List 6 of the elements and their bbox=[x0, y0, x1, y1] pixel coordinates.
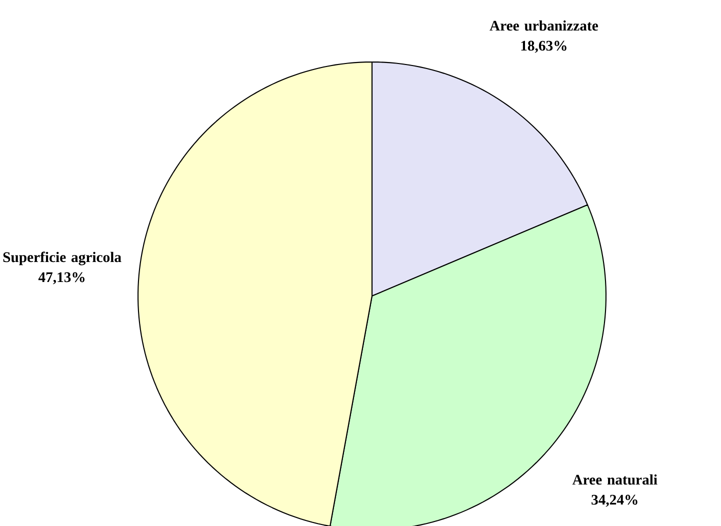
slice-label: Aree naturali bbox=[572, 474, 658, 485]
data-label: 18,63% bbox=[521, 40, 566, 53]
slice-label: Superficie agricola bbox=[3, 252, 122, 266]
data-label: 47,13% bbox=[38, 272, 84, 284]
slice-label: Aree urbanizzate bbox=[490, 20, 598, 31]
data-label: 34,24% bbox=[592, 494, 638, 507]
